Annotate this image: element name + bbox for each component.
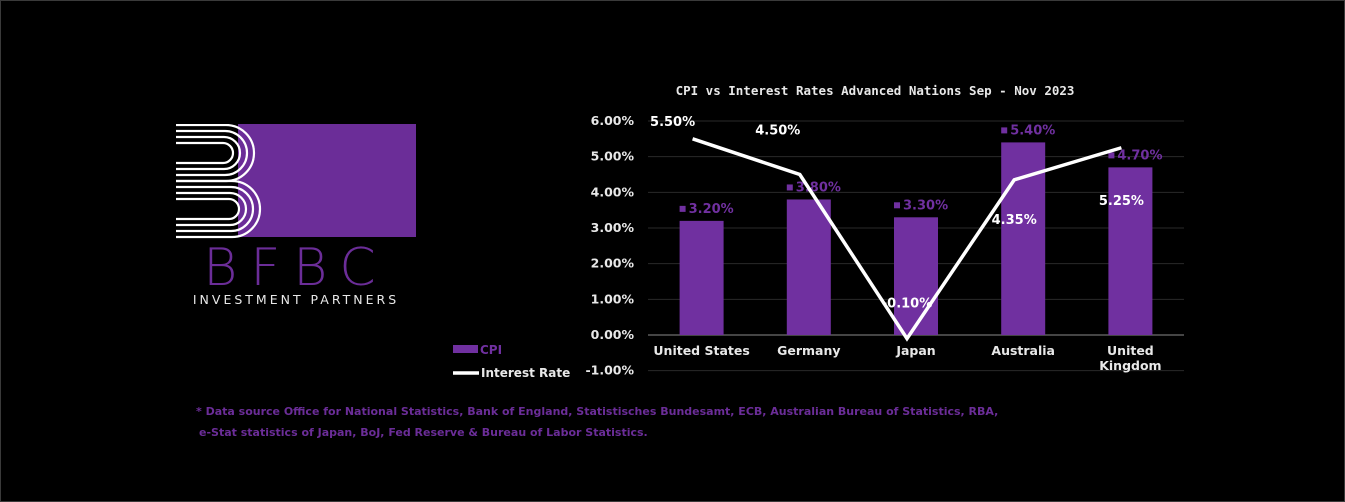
cpi-data-label: 3.80% — [796, 180, 841, 195]
legend-interest-rate-label: Interest Rate — [481, 366, 570, 380]
legend-cpi-swatch — [453, 345, 478, 353]
cpi-bar — [894, 217, 938, 335]
y-tick-label: 6.00% — [591, 113, 635, 128]
logo-wordmark: BFBC — [203, 238, 389, 298]
x-tick-label: Japan — [895, 343, 935, 358]
y-tick-label: 1.00% — [591, 291, 635, 306]
cpi-data-label: 3.30% — [903, 198, 948, 213]
cpi-label-marker — [786, 184, 793, 191]
logo-b-mark-icon — [176, 123, 416, 239]
x-tick-label: Kingdom — [1099, 358, 1161, 373]
interest-rate-data-label: 4.50% — [755, 124, 800, 139]
y-axis-ticks: 6.00% 5.00% 4.00% 3.00% 2.00% 1.00% 0.00% -1.00… — [585, 113, 634, 378]
cpi-bar — [786, 199, 831, 335]
y-tick-label: 2.00% — [591, 256, 635, 271]
interest-rate-data-label: -0.10% — [882, 297, 933, 312]
cpi-bar — [679, 220, 724, 335]
source-note-line-2: e-Stat statistics of Japan, BoJ, Fed Res… — [199, 426, 648, 439]
interest-rate-data-label: 5.25% — [1099, 194, 1144, 209]
cpi-data-label: 3.20% — [689, 202, 734, 217]
cpi-data-label: 5.40% — [1010, 123, 1055, 138]
cpi-label-marker — [1001, 127, 1008, 134]
bfbc-logo: BFBC INVESTMENT PARTNERS — [176, 123, 416, 310]
logo-tagline: INVESTMENT PARTNERS — [192, 292, 400, 307]
source-note-line-1: * Data source Office for National Statis… — [196, 405, 999, 418]
interest-rate-data-label: 5.50% — [650, 115, 695, 130]
x-tick-label: United States — [653, 343, 749, 358]
y-tick-label: 4.00% — [591, 184, 635, 199]
y-tick-label: 0.00% — [591, 327, 635, 342]
x-tick-label: Germany — [777, 343, 840, 358]
x-axis-ticks: United States Germany Japan Australia United… — [653, 343, 1161, 373]
cpi-data-label: 4.70% — [1117, 148, 1162, 163]
cpi-label-marker — [1108, 152, 1115, 159]
legend-cpi-label: CPI — [480, 343, 502, 357]
cpi-bar — [1108, 167, 1153, 335]
interest-rate-data-label: 4.35% — [992, 213, 1037, 228]
legend: CPI Interest Rate — [453, 343, 570, 380]
cpi-label-marker — [894, 202, 900, 209]
chart-title: CPI vs Interest Rates Advanced Nations S… — [676, 83, 1075, 98]
y-tick-label: -1.00% — [585, 363, 634, 378]
y-tick-label: 3.00% — [591, 220, 635, 235]
interest-rate-line: 5.50% 4.50% -0.10% 4.35% 5.25% — [650, 115, 1144, 342]
x-tick-label: United — [1107, 343, 1154, 358]
x-tick-label: Australia — [991, 343, 1055, 358]
cpi-label-marker — [679, 205, 686, 212]
y-tick-label: 5.00% — [591, 149, 635, 164]
interest-rate-series — [692, 137, 1122, 342]
